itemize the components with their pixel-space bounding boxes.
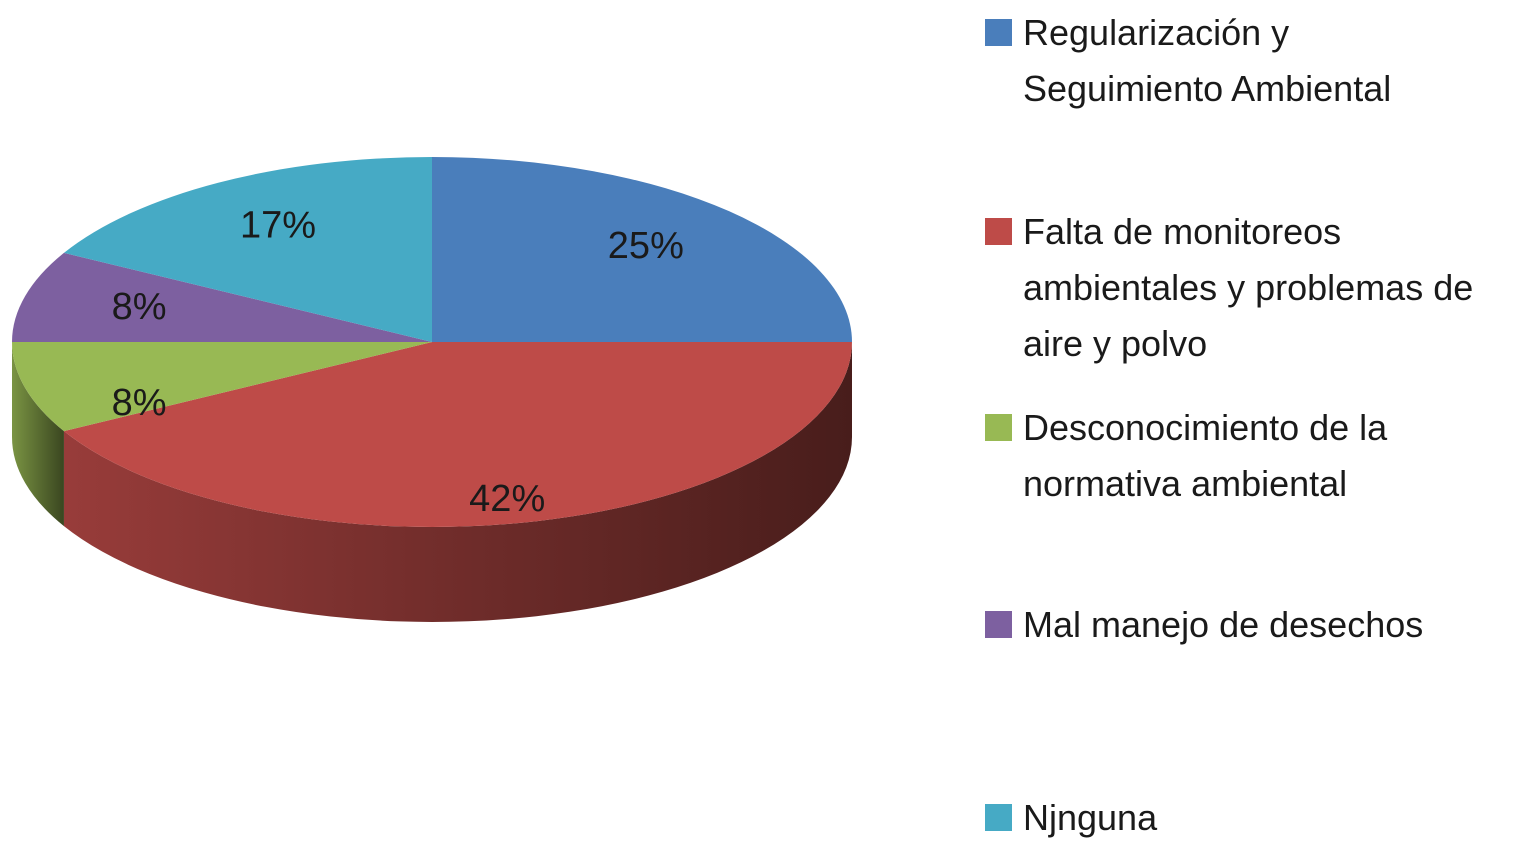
- data-label: 25%: [608, 225, 684, 267]
- legend-item: Mal manejo de desechos: [985, 597, 1505, 653]
- data-label: 17%: [240, 204, 316, 246]
- slice: [63, 157, 432, 342]
- slice: [11, 342, 432, 432]
- legend-label: Desconocimiento de la normativa ambienta…: [1023, 407, 1388, 504]
- legend-item: Falta de monitoreos ambientales y proble…: [985, 204, 1505, 372]
- legend-label: Falta de monitoreos ambientales y proble…: [1023, 211, 1474, 364]
- legend-swatch: [985, 19, 1012, 46]
- slice: [63, 342, 853, 527]
- slice: [12, 252, 432, 342]
- legend-swatch: [985, 611, 1012, 638]
- legend-swatch: [985, 414, 1012, 441]
- legend-label: Regularización y Seguimiento Ambiental: [1023, 12, 1392, 109]
- data-label: 42%: [469, 478, 545, 520]
- legend-swatch: [985, 218, 1012, 245]
- chart: 25% 42% 8% 8% 17%: [11, 157, 853, 622]
- legend-item: Njnguna: [985, 790, 1505, 846]
- legend-label: Njnguna: [1023, 797, 1158, 838]
- legend-label: Mal manejo de desechos: [1023, 604, 1424, 645]
- legend-item: Regularización y Seguimiento Ambiental: [985, 5, 1505, 117]
- legend-item: Desconocimiento de la normativa ambienta…: [985, 400, 1505, 512]
- data-label: 8%: [112, 382, 167, 424]
- data-label: 8%: [112, 286, 167, 328]
- slice-side: [11, 342, 64, 527]
- legend-swatch: [985, 804, 1012, 831]
- slice-side: [63, 342, 853, 622]
- slice: [432, 157, 852, 342]
